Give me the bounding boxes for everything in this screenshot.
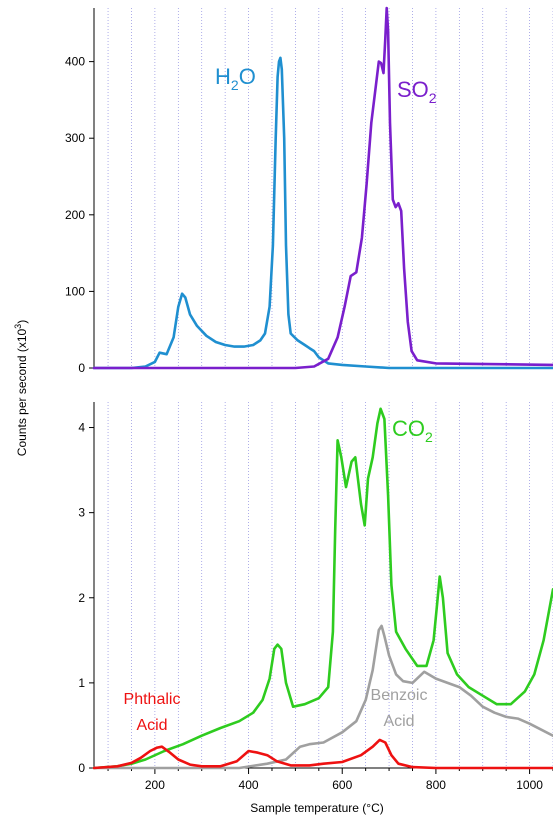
benzoic-acid-label-line1: Benzoic — [371, 687, 428, 704]
phthalic-acid-label-line2: Acid — [136, 717, 167, 734]
phthalic-acid-label-line1: Phthalic — [124, 691, 181, 708]
x-tick-label: 600 — [332, 778, 352, 792]
h2o-series-label: H2O — [215, 64, 256, 93]
so2-series-label: SO2 — [397, 77, 437, 106]
x-ticks: 200 400 600 800 1000 — [107, 768, 553, 792]
y-axis-title: Counts per second (x103) — [13, 320, 29, 456]
x-tick-label: 1000 — [516, 778, 543, 792]
bottom-series — [92, 407, 553, 770]
x-tick-label: 400 — [239, 778, 259, 792]
top-y-tick-label: 300 — [65, 131, 85, 145]
benzoic-acid-label-line2: Acid — [383, 713, 414, 730]
top-grid — [107, 8, 553, 368]
top-y-ticks: 0 100 200 300 400 — [65, 55, 94, 375]
top-y-tick-label: 400 — [65, 55, 85, 69]
bottom-y-tick-label: 4 — [78, 421, 85, 435]
co-line — [92, 407, 553, 770]
bottom-y-tick-label: 3 — [78, 506, 85, 520]
top-y-tick-label: 200 — [65, 208, 85, 222]
bottom-y-tick-label: 2 — [78, 591, 85, 605]
top-series — [92, 6, 553, 370]
phthalic-acid-line — [92, 738, 553, 770]
h-o-line — [92, 56, 553, 370]
x-tick-label: 200 — [145, 778, 165, 792]
bottom-y-tick-label: 1 — [78, 676, 85, 690]
bottom-grid — [107, 402, 553, 768]
bottom-y-tick-label: 0 — [78, 761, 85, 775]
x-axis-title: Sample temperature (°C) — [250, 801, 384, 815]
x-tick-label: 800 — [426, 778, 446, 792]
top-panel: 0 100 200 300 400 H2O SO2 — [65, 6, 553, 375]
so-line — [92, 6, 553, 370]
benzoic-acid-line — [92, 624, 553, 770]
top-y-tick-label: 100 — [65, 284, 85, 298]
top-y-tick-label: 0 — [78, 361, 85, 375]
bottom-y-ticks: 0 1 2 3 4 — [78, 421, 94, 775]
co2-series-label: CO2 — [392, 416, 433, 445]
